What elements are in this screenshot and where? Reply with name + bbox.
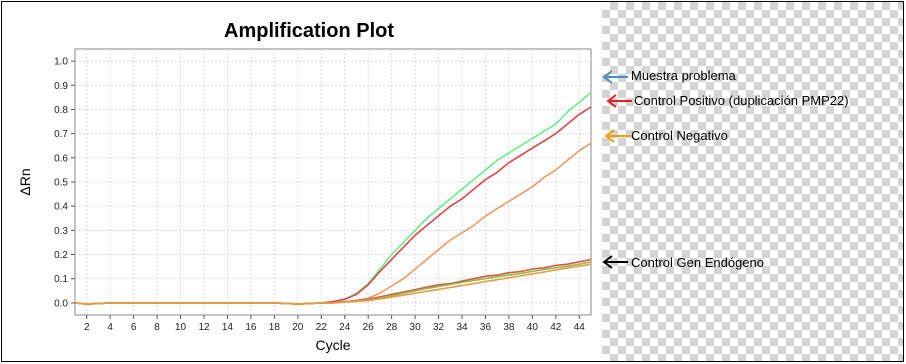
x-tick-label: 34: [456, 322, 468, 333]
x-tick-label: 32: [433, 322, 445, 333]
y-tick-label: 0.2: [54, 250, 68, 261]
series-line-6: [74, 263, 592, 305]
chart-title: Amplification Plot: [224, 20, 394, 42]
x-tick-label: 18: [269, 322, 281, 333]
series-group: [74, 91, 592, 305]
x-tick-label: 2: [84, 322, 90, 333]
arrow-head: [606, 94, 617, 108]
x-tick-label: 12: [198, 322, 210, 333]
annotation-control-positivo: Control Positivo (duplicación PMP22): [606, 93, 849, 108]
x-axis-label: Cycle: [315, 337, 350, 353]
x-tick-label: 26: [363, 322, 375, 333]
annotation-label: Control Gen Endógeno: [631, 255, 764, 270]
annotation-label: Control Negativo: [631, 128, 728, 143]
x-tick-label: 28: [386, 322, 398, 333]
x-tick-label: 38: [503, 322, 515, 333]
y-tick-label: 0.1: [54, 274, 68, 285]
annotations: Muestra problema Control Positivo (dupli…: [602, 68, 849, 270]
annotation-arrow-icon: [604, 129, 630, 143]
grid: [75, 49, 591, 315]
annotation-label: Control Positivo (duplicación PMP22): [634, 93, 849, 108]
x-tick-label: 8: [154, 322, 160, 333]
y-tick-label: 0.6: [54, 153, 68, 164]
y-tick-label: 0.7: [54, 129, 68, 140]
y-tick-label: 0.8: [54, 105, 68, 116]
x-tick-label: 36: [480, 322, 492, 333]
x-tick-label: 44: [574, 322, 586, 333]
x-tick-label: 30: [410, 322, 422, 333]
y-tick-label: 1.0: [54, 57, 68, 68]
y-tick-label: 0.4: [54, 202, 68, 213]
y-axis-label: ΔRn: [17, 168, 33, 195]
x-tick-label: 40: [527, 322, 539, 333]
x-tick-label: 14: [222, 322, 234, 333]
x-tick-label: 24: [339, 322, 351, 333]
arrow-head: [602, 70, 613, 84]
annotation-muestra-problema: Muestra problema: [602, 68, 737, 84]
transparent-background: [602, 2, 903, 361]
x-tick-label: 10: [175, 322, 187, 333]
y-tick-label: 0.5: [54, 178, 68, 189]
y-tick-label: 0.0: [54, 298, 68, 309]
annotation-label: Muestra problema: [631, 68, 737, 83]
y-tick-label: 0.9: [54, 81, 68, 92]
x-tick-label: 42: [550, 322, 562, 333]
x-axis-ticks: 2 4 6 8 10 12 14 16 18 20 22 24 26 28 30 32 34 36 38 40 42 44: [84, 315, 585, 333]
x-tick-label: 4: [107, 322, 113, 333]
arrow-head: [602, 255, 613, 269]
annotation-arrow-icon: [602, 255, 628, 269]
annotation-control-negativo: Control Negativo: [604, 128, 728, 143]
y-tick-label: 0.3: [54, 226, 68, 237]
annotation-arrow-icon: [606, 94, 632, 108]
y-axis-ticks: 0.0 0.1 0.2 0.3 0.4 0.5 0.6 0.7 0.8 0.9 1.0: [54, 57, 75, 309]
x-tick-label: 6: [131, 322, 137, 333]
x-tick-label: 20: [292, 322, 304, 333]
annotation-arrow-icon: [602, 70, 628, 84]
arrow-head: [604, 129, 615, 143]
annotation-control-gen-endogeno: Control Gen Endógeno: [602, 255, 764, 270]
x-tick-label: 22: [316, 322, 328, 333]
x-tick-label: 16: [245, 322, 257, 333]
